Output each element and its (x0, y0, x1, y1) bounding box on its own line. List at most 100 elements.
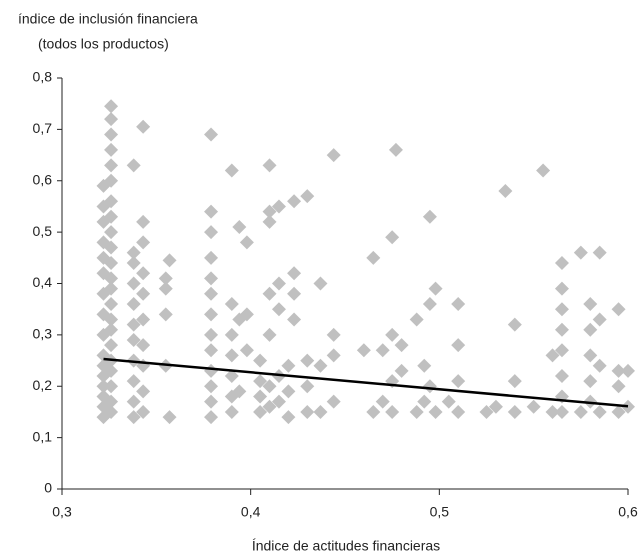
point (253, 404, 268, 419)
point (96, 379, 111, 394)
point (451, 338, 466, 353)
point (422, 209, 437, 224)
point (204, 204, 219, 219)
point (262, 327, 277, 342)
point (104, 255, 119, 270)
point (313, 276, 328, 291)
point (281, 410, 296, 425)
point (536, 163, 551, 178)
y-tick-label: 0,5 (33, 223, 53, 239)
x-tick-label: 0,3 (52, 504, 72, 520)
point (104, 112, 119, 127)
x-tick-label: 0,6 (618, 504, 638, 520)
point (388, 142, 403, 157)
point (104, 338, 119, 353)
point (441, 394, 456, 409)
point (417, 394, 432, 409)
point (136, 119, 151, 134)
point (554, 281, 569, 296)
point (204, 271, 219, 286)
y-tick-label: 0,6 (33, 171, 53, 187)
point (104, 271, 119, 286)
point (554, 255, 569, 270)
point (300, 404, 315, 419)
point (224, 163, 239, 178)
point (394, 338, 409, 353)
point (287, 266, 302, 281)
point (136, 235, 151, 250)
point (158, 281, 173, 296)
point (526, 399, 541, 414)
point (554, 343, 569, 358)
trend-line (103, 357, 629, 408)
point (204, 379, 219, 394)
x-tick-label: 0,5 (430, 504, 450, 520)
point (326, 348, 341, 363)
point (507, 404, 522, 419)
point (253, 353, 268, 368)
point (224, 327, 239, 342)
point (621, 363, 635, 378)
point (271, 199, 286, 214)
point (104, 225, 119, 240)
point (158, 271, 173, 286)
point (204, 363, 219, 378)
point (262, 399, 277, 414)
point (356, 343, 371, 358)
point (126, 158, 141, 173)
point (271, 394, 286, 409)
point (136, 404, 151, 419)
point (326, 327, 341, 342)
point (554, 404, 569, 419)
point (232, 384, 247, 399)
point (573, 404, 588, 419)
point (621, 399, 635, 414)
point (104, 281, 119, 296)
point (326, 394, 341, 409)
point (300, 353, 315, 368)
point (126, 276, 141, 291)
point (204, 343, 219, 358)
point (592, 404, 607, 419)
point (262, 158, 277, 173)
point (313, 358, 328, 373)
point (126, 317, 141, 332)
point (611, 379, 626, 394)
point (204, 410, 219, 425)
point (224, 348, 239, 363)
point (545, 348, 560, 363)
point (126, 333, 141, 348)
point (422, 297, 437, 312)
point (162, 253, 177, 268)
point (162, 410, 177, 425)
point (136, 312, 151, 327)
point (409, 404, 424, 419)
point (104, 312, 119, 327)
point (262, 286, 277, 301)
point (262, 214, 277, 229)
point (204, 307, 219, 322)
point (385, 230, 400, 245)
point (422, 379, 437, 394)
point (136, 266, 151, 281)
y-tick-label: 0,7 (33, 120, 53, 136)
point (104, 127, 119, 142)
point (394, 363, 409, 378)
y-tick-label: 0,8 (33, 69, 53, 85)
y-tick-label: 0,2 (33, 377, 53, 393)
point (262, 204, 277, 219)
point (417, 358, 432, 373)
point (253, 374, 268, 389)
point (239, 235, 254, 250)
point (554, 368, 569, 383)
point (281, 384, 296, 399)
y-tick-label: 0 (44, 480, 52, 496)
point (592, 312, 607, 327)
point (583, 322, 598, 337)
y-tick-label: 0,4 (33, 274, 53, 290)
point (326, 148, 341, 163)
point (583, 348, 598, 363)
point (366, 250, 381, 265)
point (583, 297, 598, 312)
